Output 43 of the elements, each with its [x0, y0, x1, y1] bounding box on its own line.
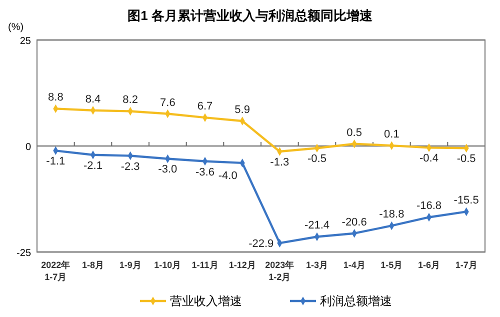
x-tick-label: 1-9月 [119, 260, 142, 270]
x-tick-label: 1-12月 [228, 260, 256, 270]
data-label: -18.8 [379, 208, 404, 221]
legend-label: 营业收入增速 [170, 294, 242, 308]
data-label: 0.1 [384, 128, 400, 141]
data-label: 5.9 [234, 104, 250, 116]
data-label: -22.9 [248, 238, 274, 250]
chart-title: 图1 各月累计营业收入与利润总额同比增速 [128, 8, 374, 23]
x-tick-label: 2023年 1-2月 [265, 260, 294, 282]
data-label: -0.5 [308, 153, 326, 166]
data-label: -15.5 [454, 194, 479, 207]
x-tick-label: 1-11月 [192, 260, 218, 270]
x-tick-label: 2022年 1-7月 [41, 260, 70, 282]
data-label: -4.0 [218, 170, 238, 182]
data-label: 8.8 [48, 92, 64, 104]
legend-label: 利润总额增速 [320, 294, 392, 308]
data-label: 8.4 [85, 93, 101, 106]
data-label: -3.6 [196, 166, 214, 178]
x-tick-label: 1-5月 [380, 260, 403, 270]
y-axis-title: (%) [8, 22, 24, 33]
x-tick-label: 1-7月 [455, 260, 478, 270]
data-label: -3.0 [158, 164, 178, 176]
x-tick-label: 1-4月 [343, 260, 366, 270]
y-tick-label: -25 [16, 248, 32, 259]
data-label: 8.2 [122, 94, 138, 106]
data-label: -2.3 [120, 160, 140, 173]
y-tick-label: 25 [20, 36, 32, 47]
data-label: -20.6 [342, 216, 367, 228]
data-label: -16.8 [416, 200, 442, 212]
data-label: 6.7 [197, 100, 213, 113]
data-label: -1.3 [270, 156, 290, 169]
x-tick-label: 1-6月 [418, 260, 440, 270]
x-tick-label: 1-3月 [306, 260, 328, 270]
data-label: 0.5 [346, 126, 362, 139]
y-tick-label: 0 [25, 142, 32, 153]
data-label: -21.4 [304, 220, 330, 232]
x-tick-label: 1-10月 [154, 260, 182, 270]
data-label: -2.1 [84, 160, 102, 172]
x-tick-label: 1-8月 [82, 260, 104, 270]
data-label: -0.5 [456, 153, 476, 166]
data-label: -0.4 [420, 152, 438, 165]
data-label: -1.1 [46, 156, 66, 168]
data-label: 7.6 [160, 96, 176, 109]
